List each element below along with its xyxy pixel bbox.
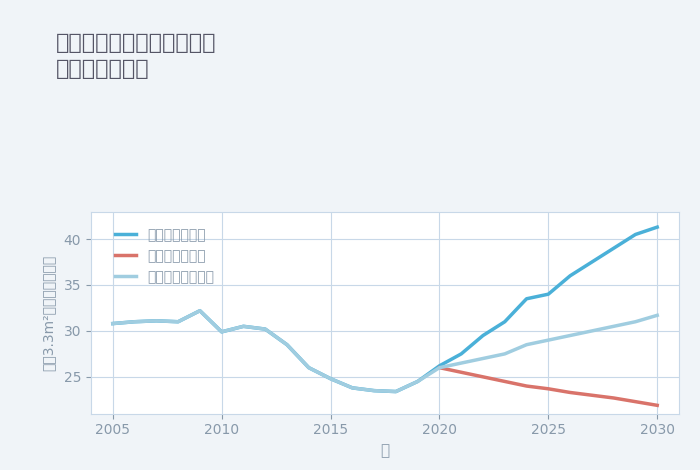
ノーマルシナリオ: [435, 365, 444, 370]
グッドシナリオ: [588, 259, 596, 265]
グッドシナリオ: [566, 273, 574, 279]
バッドシナリオ: [566, 390, 574, 395]
バッドシナリオ: [631, 399, 640, 405]
グッドシナリオ: [196, 308, 204, 313]
グッドシナリオ: [457, 351, 466, 357]
グッドシナリオ: [174, 319, 182, 325]
ノーマルシナリオ: [261, 326, 270, 332]
バッドシナリオ: [522, 383, 531, 389]
バッドシナリオ: [588, 392, 596, 398]
グッドシナリオ: [370, 388, 378, 393]
ノーマルシナリオ: [588, 328, 596, 334]
ノーマルシナリオ: [457, 360, 466, 366]
ノーマルシナリオ: [566, 333, 574, 338]
グッドシナリオ: [304, 365, 313, 370]
Line: ノーマルシナリオ: ノーマルシナリオ: [113, 311, 657, 392]
ノーマルシナリオ: [196, 308, 204, 313]
Line: バッドシナリオ: バッドシナリオ: [440, 368, 657, 405]
ノーマルシナリオ: [326, 376, 335, 382]
バッドシナリオ: [435, 365, 444, 370]
グッドシナリオ: [152, 318, 160, 324]
バッドシナリオ: [479, 374, 487, 380]
ノーマルシナリオ: [108, 321, 117, 326]
Text: 兵庫県姫路市網干区興浜の
土地の価格推移: 兵庫県姫路市網干区興浜の 土地の価格推移: [56, 33, 216, 79]
ノーマルシナリオ: [500, 351, 509, 357]
ノーマルシナリオ: [479, 356, 487, 361]
Line: グッドシナリオ: グッドシナリオ: [113, 227, 657, 392]
ノーマルシナリオ: [239, 323, 248, 329]
グッドシナリオ: [479, 333, 487, 338]
グッドシナリオ: [348, 385, 356, 391]
バッドシナリオ: [610, 395, 618, 401]
バッドシナリオ: [653, 402, 662, 408]
ノーマルシナリオ: [610, 323, 618, 329]
ノーマルシナリオ: [304, 365, 313, 370]
バッドシナリオ: [544, 386, 552, 392]
ノーマルシナリオ: [544, 337, 552, 343]
Legend: グッドシナリオ, バッドシナリオ, ノーマルシナリオ: グッドシナリオ, バッドシナリオ, ノーマルシナリオ: [110, 222, 220, 290]
グッドシナリオ: [108, 321, 117, 326]
グッドシナリオ: [631, 232, 640, 237]
ノーマルシナリオ: [152, 318, 160, 324]
グッドシナリオ: [500, 319, 509, 325]
グッドシナリオ: [326, 376, 335, 382]
ノーマルシナリオ: [392, 389, 400, 394]
グッドシナリオ: [130, 319, 139, 325]
Y-axis label: 平（3.3m²）単価（万円）: 平（3.3m²）単価（万円）: [41, 254, 55, 371]
ノーマルシナリオ: [370, 388, 378, 393]
ノーマルシナリオ: [130, 319, 139, 325]
ノーマルシナリオ: [522, 342, 531, 347]
グッドシナリオ: [239, 323, 248, 329]
ノーマルシナリオ: [348, 385, 356, 391]
グッドシナリオ: [653, 224, 662, 230]
ノーマルシナリオ: [283, 342, 291, 347]
ノーマルシナリオ: [653, 313, 662, 318]
バッドシナリオ: [457, 369, 466, 375]
ノーマルシナリオ: [218, 329, 226, 335]
グッドシナリオ: [522, 296, 531, 302]
ノーマルシナリオ: [631, 319, 640, 325]
グッドシナリオ: [610, 245, 618, 251]
グッドシナリオ: [261, 326, 270, 332]
バッドシナリオ: [500, 379, 509, 384]
グッドシナリオ: [218, 329, 226, 335]
X-axis label: 年: 年: [380, 443, 390, 458]
グッドシナリオ: [283, 342, 291, 347]
グッドシナリオ: [544, 291, 552, 297]
ノーマルシナリオ: [414, 379, 422, 384]
グッドシナリオ: [435, 363, 444, 368]
グッドシナリオ: [414, 379, 422, 384]
ノーマルシナリオ: [174, 319, 182, 325]
グッドシナリオ: [392, 389, 400, 394]
